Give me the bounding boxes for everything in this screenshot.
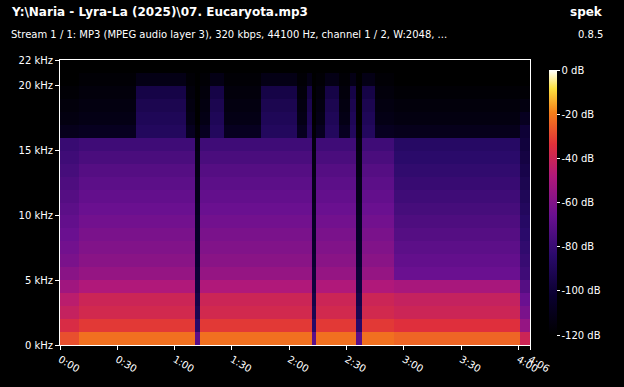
svg-text:1:30: 1:30 <box>228 354 253 375</box>
svg-text:0 dB: 0 dB <box>562 65 585 76</box>
svg-text:Y:\Naria - Lyra-La (2025)\07.: Y:\Naria - Lyra-La (2025)\07. Eucaryota.… <box>11 5 308 19</box>
svg-text:Stream 1 / 1: MP3 (MPEG audio: Stream 1 / 1: MP3 (MPEG audio layer 3), … <box>11 29 447 40</box>
svg-text:0.8.5: 0.8.5 <box>578 29 603 40</box>
svg-text:15 kHz: 15 kHz <box>19 145 53 156</box>
svg-text:5 kHz: 5 kHz <box>25 275 53 286</box>
svg-text:2:00: 2:00 <box>286 354 311 375</box>
svg-text:22 kHz: 22 kHz <box>19 55 53 66</box>
svg-text:0:00: 0:00 <box>57 354 82 375</box>
svg-text:1:00: 1:00 <box>171 354 196 375</box>
svg-text:3:00: 3:00 <box>400 354 425 375</box>
svg-text:-80 dB: -80 dB <box>562 241 595 252</box>
svg-text:spek: spek <box>570 5 603 19</box>
svg-text:-40 dB: -40 dB <box>562 153 595 164</box>
svg-text:3:30: 3:30 <box>458 354 483 375</box>
svg-text:2:30: 2:30 <box>343 354 368 375</box>
svg-text:10 kHz: 10 kHz <box>19 210 53 221</box>
svg-text:4:06: 4:06 <box>527 354 552 375</box>
svg-text:4:00: 4:00 <box>515 354 540 375</box>
svg-text:-100 dB: -100 dB <box>562 285 601 296</box>
svg-text:0 kHz: 0 kHz <box>25 340 53 351</box>
svg-text:-120 dB: -120 dB <box>562 330 601 341</box>
svg-text:-60 dB: -60 dB <box>562 197 595 208</box>
svg-text:0:30: 0:30 <box>114 354 139 375</box>
svg-text:20 kHz: 20 kHz <box>19 80 53 91</box>
svg-text:-20 dB: -20 dB <box>562 109 595 120</box>
